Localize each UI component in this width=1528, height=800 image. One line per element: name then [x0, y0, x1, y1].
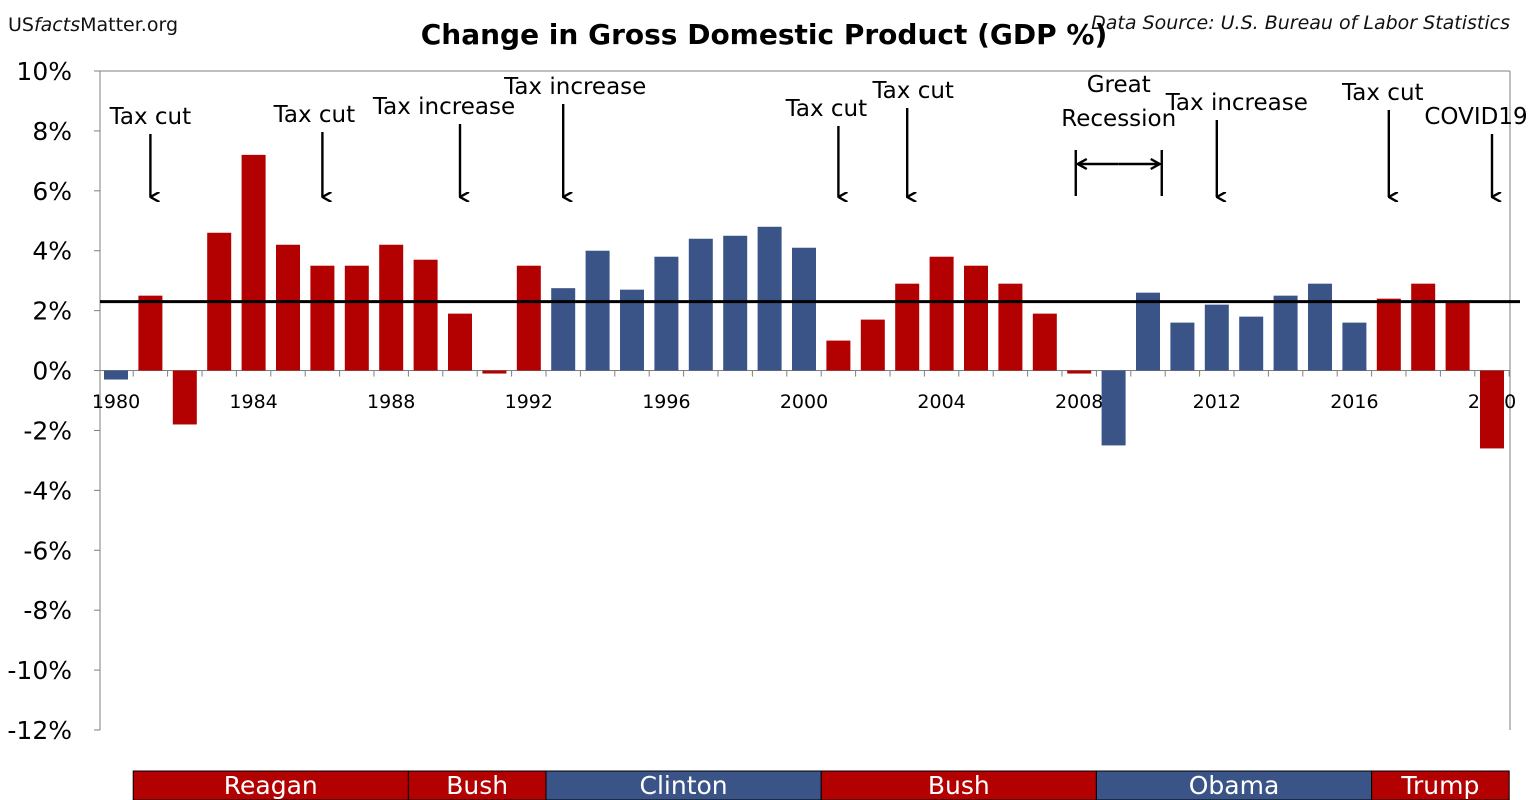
presidency-band — [132, 770, 409, 800]
annotation-label: Tax cut — [871, 78, 954, 104]
bar-2013 — [1239, 316, 1264, 371]
bar-1999 — [757, 226, 782, 371]
bar-1989 — [413, 259, 438, 371]
presidency-label: Reagan — [224, 771, 318, 800]
y-tick-label: 0% — [32, 357, 72, 386]
bar-2011 — [1170, 322, 1195, 371]
bar-2007 — [1032, 313, 1057, 371]
annotation-label: COVID19 — [1424, 104, 1527, 130]
annotation-label: Great — [1087, 72, 1151, 98]
y-tick-label: -10% — [7, 656, 72, 685]
data-source-label: Data Source: U.S. Bureau of Labor Statis… — [1091, 12, 1510, 34]
bar-1981 — [138, 295, 163, 371]
bar-2005 — [964, 265, 988, 371]
y-tick-label: 6% — [32, 177, 72, 206]
annotation-label: Tax cut — [109, 104, 192, 130]
bar-2012 — [1204, 304, 1229, 371]
presidency-label: Bush — [446, 771, 508, 800]
bar-1985 — [276, 244, 300, 371]
bar-1980 — [104, 370, 128, 380]
y-tick-label: 8% — [32, 117, 72, 146]
bar-1996 — [654, 256, 679, 371]
annotation-label: Tax cut — [785, 96, 868, 122]
presidency-band — [407, 770, 547, 800]
bar-1986 — [310, 265, 335, 371]
x-tick-label: 1980 — [92, 391, 140, 413]
site-label: USfactsMatter.org — [8, 14, 179, 36]
bar-1988 — [379, 244, 404, 371]
x-tick-label: 1988 — [367, 391, 415, 413]
annotation-label: Tax increase — [1165, 90, 1308, 116]
presidency-label: Bush — [928, 771, 990, 800]
bar-1997 — [688, 238, 713, 371]
presidency-band — [820, 770, 1097, 800]
y-tick-label: -12% — [7, 716, 72, 745]
bar-1992 — [516, 265, 541, 371]
annotation-label: Tax cut — [273, 102, 356, 128]
annotation-label: Tax increase — [372, 94, 515, 120]
bar-2015 — [1308, 283, 1332, 371]
bar-2018 — [1411, 283, 1436, 371]
bar-2006 — [998, 283, 1023, 371]
bar-2008 — [1067, 370, 1092, 374]
presidency-label: Trump — [1400, 771, 1479, 800]
y-tick-label: 2% — [32, 297, 72, 326]
bar-2016 — [1342, 322, 1367, 371]
bar-2004 — [929, 256, 954, 371]
x-tick-label: 1996 — [642, 391, 690, 413]
annotation-label: Tax cut — [1341, 80, 1424, 106]
bar-1982 — [172, 370, 197, 425]
annotation-label: Tax increase — [503, 74, 646, 100]
y-tick-label: -6% — [23, 536, 72, 565]
bar-1984 — [241, 154, 266, 371]
presidency-band — [1371, 770, 1510, 800]
bar-2019 — [1445, 301, 1470, 371]
bar-2002 — [860, 319, 885, 371]
y-tick-label: -4% — [23, 476, 72, 505]
bar-1991 — [482, 370, 507, 374]
x-tick-label: 2000 — [780, 391, 828, 413]
bar-1990 — [448, 313, 472, 371]
presidency-band — [545, 770, 822, 800]
x-tick-label: 2004 — [917, 391, 965, 413]
x-tick-label: 1992 — [505, 391, 553, 413]
chart-title: Change in Gross Domestic Product (GDP %) — [420, 18, 1108, 51]
x-tick-label: 2008 — [1055, 391, 1103, 413]
bar-2001 — [826, 340, 851, 371]
bar-2014 — [1273, 295, 1298, 371]
presidency-label: Obama — [1189, 771, 1280, 800]
x-tick-label: 2016 — [1330, 391, 1378, 413]
bar-2003 — [895, 283, 920, 371]
y-tick-label: 4% — [32, 237, 72, 266]
presidency-band — [1095, 770, 1373, 800]
bar-2000 — [792, 247, 816, 371]
bar-2017 — [1376, 298, 1401, 371]
annotation-label: Recession — [1061, 106, 1176, 132]
bar-1987 — [344, 265, 369, 371]
y-tick-label: -2% — [23, 416, 72, 445]
y-tick-label: 10% — [16, 57, 72, 86]
bar-2020 — [1480, 370, 1504, 449]
x-tick-label: 1984 — [229, 391, 277, 413]
bar-1994 — [585, 250, 610, 371]
bar-2010 — [1136, 292, 1160, 371]
y-tick-label: -8% — [23, 596, 72, 625]
x-tick-label: 2012 — [1193, 391, 1241, 413]
presidency-label: Clinton — [640, 771, 728, 800]
bar-2009 — [1101, 370, 1126, 446]
